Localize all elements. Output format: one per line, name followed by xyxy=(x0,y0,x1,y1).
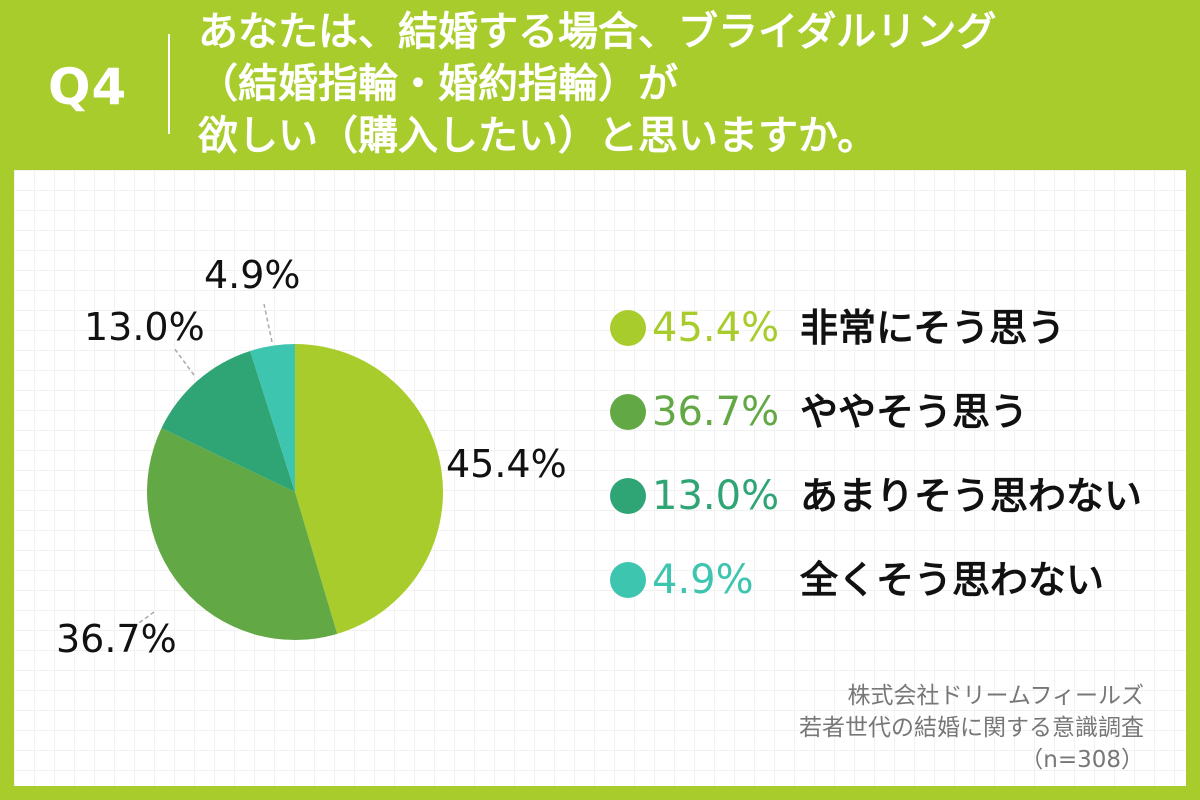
question-number: Q4 xyxy=(48,58,128,116)
legend-marker-2 xyxy=(610,394,646,430)
legend-label-4: 全くそう思わない xyxy=(800,558,1105,602)
slice-label-3: 13.0% xyxy=(84,305,205,349)
source-company: 株式会社ドリームフィールズ xyxy=(847,683,1144,709)
leader-line-2 xyxy=(131,611,155,629)
legend-value-1: 45.4% xyxy=(652,305,780,351)
slice-label-4: 4.9% xyxy=(204,253,301,297)
legend-label-2: ややそう思う xyxy=(800,390,1029,434)
question-text: あなたは、結婚する場合、ブライダルリング （結婚指輪・婚約指輪）が 欲しい（購入… xyxy=(198,6,996,162)
legend-marker-4 xyxy=(610,562,646,598)
source-sample-size: （n=308） xyxy=(1020,747,1144,773)
leader-line-4 xyxy=(263,303,273,343)
header-divider xyxy=(168,34,170,134)
question-line-1: あなたは、結婚する場合、ブライダルリング xyxy=(198,9,997,55)
legend-value-2: 36.7% xyxy=(652,389,780,435)
leader-line-3 xyxy=(173,347,195,376)
pie-slice-4 xyxy=(250,344,295,492)
pie-chart: 45.4% 36.7% 13.0% 4.9% xyxy=(56,253,567,661)
slice-label-1: 45.4% xyxy=(446,442,567,486)
question-line-2: （結婚指輪・婚約指輪）が xyxy=(198,61,678,107)
slice-label-2: 36.7% xyxy=(56,617,177,661)
chart-panel: 45.4% 36.7% 13.0% 4.9% 45.4% 非常にそう思う 36.7% … xyxy=(14,170,1186,786)
legend-value-4: 4.9% xyxy=(652,557,754,603)
header: Q4 あなたは、結婚する場合、ブライダルリング （結婚指輪・婚約指輪）が 欲しい… xyxy=(0,0,1200,170)
legend-marker-3 xyxy=(610,478,646,514)
question-line-3: 欲しい（購入したい）と思いますか。 xyxy=(198,113,878,159)
source-note: 株式会社ドリームフィールズ 若者世代の結婚に関する意識調査 （n=308） xyxy=(799,680,1144,776)
legend-value-3: 13.0% xyxy=(652,473,780,519)
legend-marker-1 xyxy=(610,310,646,346)
legend-label-1: 非常にそう思う xyxy=(800,306,1066,350)
legend-label-3: あまりそう思わない xyxy=(800,474,1143,518)
pie-slice-1 xyxy=(295,344,444,634)
source-survey: 若者世代の結婚に関する意識調査 xyxy=(799,715,1144,741)
pie-slice-3 xyxy=(161,350,295,492)
pie-slice-2 xyxy=(146,428,338,640)
